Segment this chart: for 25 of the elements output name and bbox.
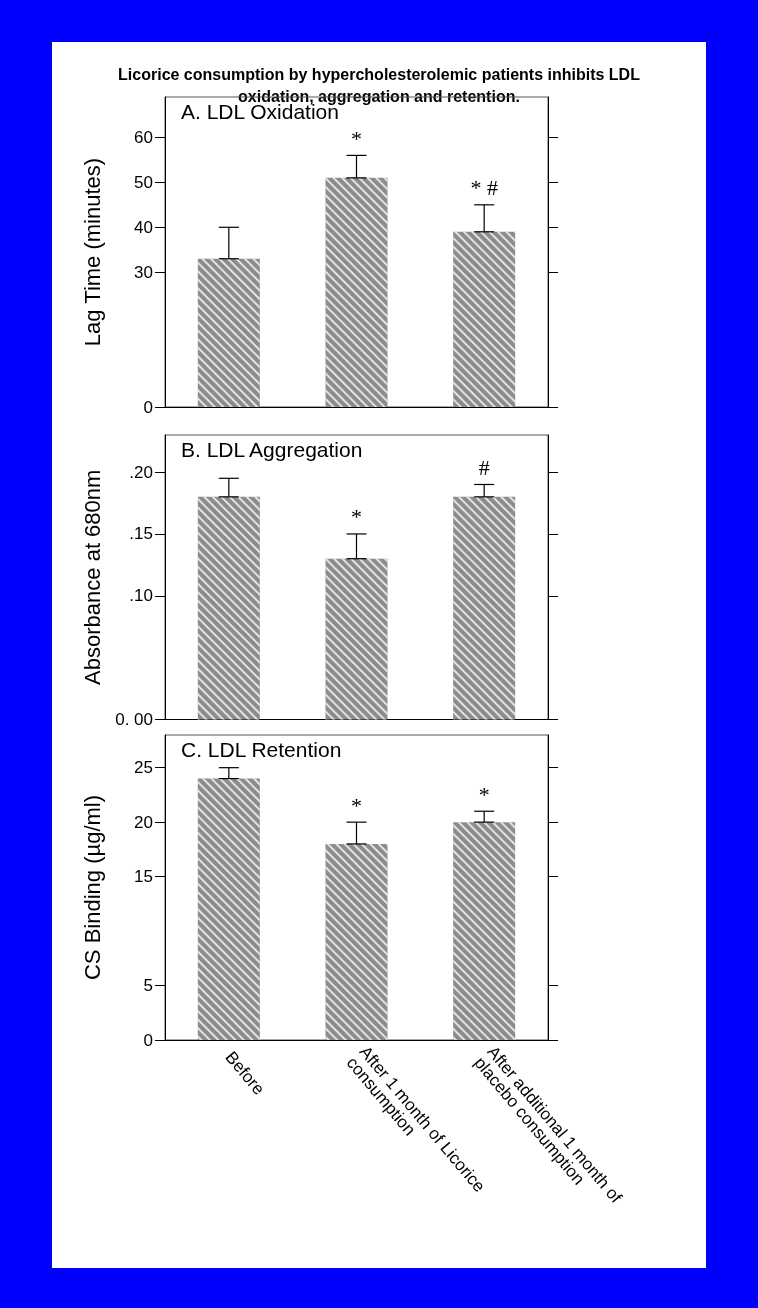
annotation: # [478,454,490,480]
chart-subtitle: B. LDL Aggregation [181,438,363,461]
y-tick-label: 0. 00 [115,710,153,729]
annotation: * # [470,175,498,201]
y-tick-label: .20 [129,462,153,482]
chart-subtitle: C. LDL Retention [181,738,342,761]
y-tick-label: 40 [134,217,153,237]
y-tick-label: 20 [134,812,153,832]
y-axis-title: Lag Time (minutes) [79,157,105,347]
y-axis-title: CS Binding (µg/ml) [79,794,105,981]
y-tick-label: 0 [143,1030,153,1050]
y-tick-label: .15 [129,524,153,544]
y-tick-label: 60 [134,127,153,147]
annotation: * [351,125,362,151]
y-tick-label: 15 [134,867,153,887]
y-tick-label: 5 [143,976,153,996]
y-tick-label: 30 [134,262,153,282]
y-tick-label: 25 [134,758,153,778]
y-tick-label: .10 [129,586,153,606]
annotation: * [351,504,362,530]
y-tick-label: 50 [134,172,153,192]
annotation: * [351,792,362,818]
y-tick-label: 0 [143,397,153,417]
y-axis-title: Absorbance at 680nm [79,469,105,685]
annotation: * [478,781,490,807]
